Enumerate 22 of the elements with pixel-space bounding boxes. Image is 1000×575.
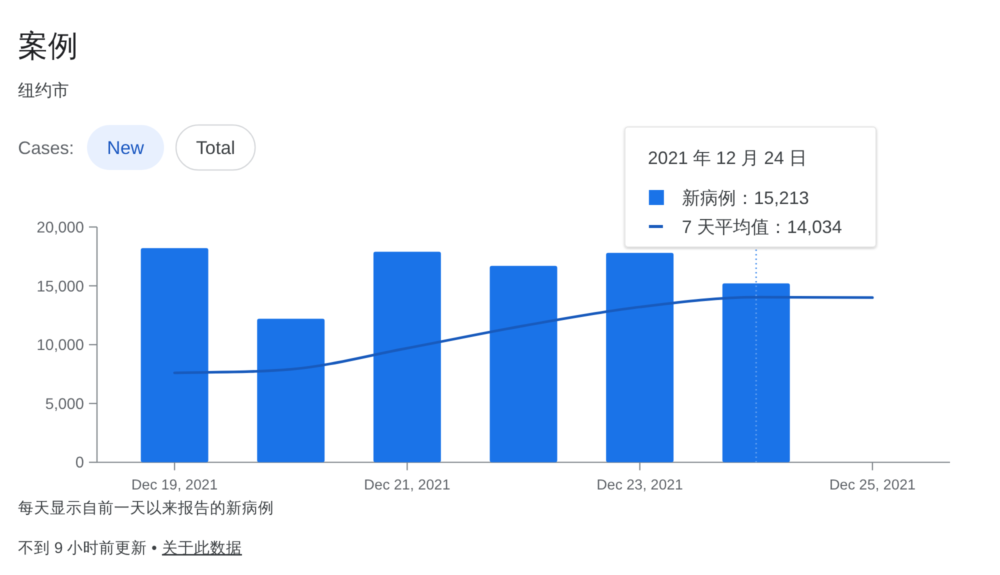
y-tick-label: 15,000 — [36, 278, 84, 296]
y-tick-label: 10,000 — [36, 337, 84, 354]
x-tick-label: Dec 21, 2021 — [364, 477, 450, 494]
x-tick-label: Dec 23, 2021 — [596, 477, 683, 494]
legend-value: 14,034 — [786, 217, 842, 237]
control-label: Cases: — [18, 138, 74, 158]
note: 不到 9 小时前更新 • — [18, 540, 157, 557]
note: 每天显示自前一天以来报告的新病例 — [18, 500, 274, 517]
subtitle: 纽约市 — [18, 81, 69, 100]
title: 案例 — [18, 30, 78, 63]
legend-entry: 7 天平均值： — [682, 217, 787, 237]
y-tick-label: 20,000 — [36, 219, 84, 236]
y-tick-label: 5,000 — [45, 396, 84, 413]
legend-entry: 新病例： — [682, 188, 754, 208]
button-label: Total — [196, 137, 236, 158]
note-link: 关于此数据 — [162, 540, 242, 557]
x-tick-label: Dec 25, 2021 — [829, 477, 916, 494]
legend-title: 2021 年 12 月 24 日 — [648, 148, 808, 168]
legend-value: 15,213 — [754, 188, 809, 208]
button-label: New — [107, 137, 144, 158]
y-tick-label: 0 — [75, 454, 84, 472]
x-tick-label: Dec 19, 2021 — [131, 477, 218, 494]
